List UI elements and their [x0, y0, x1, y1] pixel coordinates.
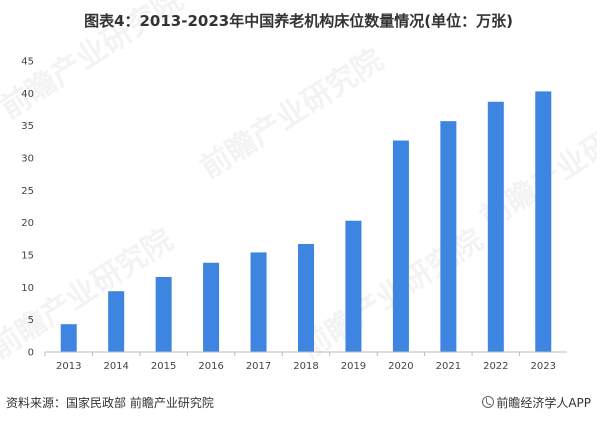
x-tick-label: 2015: [151, 361, 176, 372]
brand-mark: 前瞻经济学人APP: [482, 394, 591, 411]
y-tick-label: 40: [21, 89, 34, 100]
y-axis-ticks: 0 5 10 15 20 25 30 35 40 45: [21, 57, 34, 359]
source-note: 资料来源：国家民政部 前瞻产业研究院: [6, 396, 214, 410]
x-tick-label: 2022: [483, 361, 508, 372]
y-tick-label: 15: [21, 251, 34, 262]
x-tick-label: 2014: [103, 361, 128, 372]
y-tick-label: 30: [21, 154, 34, 165]
bar-series: [60, 91, 552, 353]
x-tick-label: 2013: [56, 361, 81, 372]
x-tick-label: 2016: [198, 361, 223, 372]
y-tick-label: 0: [28, 348, 34, 359]
y-tick-label: 45: [21, 57, 34, 68]
y-tick-label: 35: [21, 121, 34, 132]
y-tick-label: 5: [28, 315, 34, 326]
bar: [203, 262, 220, 352]
bar: [155, 276, 172, 352]
y-tick-label: 10: [21, 283, 34, 294]
bar: [345, 220, 362, 352]
bar: [440, 121, 457, 352]
bar: [108, 291, 125, 352]
x-tick-label: 2023: [531, 361, 556, 372]
bar: [250, 252, 267, 352]
chart-title: 图表4：2013-2023年中国养老机构床位数量情况(单位：万张): [84, 12, 513, 30]
y-tick-label: 25: [21, 186, 34, 197]
y-tick-label: 20: [21, 218, 34, 229]
x-tick-label: 2019: [341, 361, 366, 372]
x-axis-ticks: 2013 2014 2015 2016 2017 2018 2019 2020 2021 2022…: [44, 352, 556, 372]
bar: [535, 91, 552, 352]
bar: [298, 244, 314, 352]
x-tick-label: 2021: [436, 361, 461, 372]
bar: [487, 101, 504, 353]
brand-name: 前瞻经济学人APP: [496, 396, 591, 410]
x-tick-label: 2017: [246, 361, 271, 372]
x-tick-label: 2020: [388, 361, 413, 372]
bar: [60, 324, 77, 352]
bar: [392, 140, 409, 352]
x-tick-label: 2018: [293, 361, 318, 372]
brand-logo-icon: [482, 396, 495, 408]
